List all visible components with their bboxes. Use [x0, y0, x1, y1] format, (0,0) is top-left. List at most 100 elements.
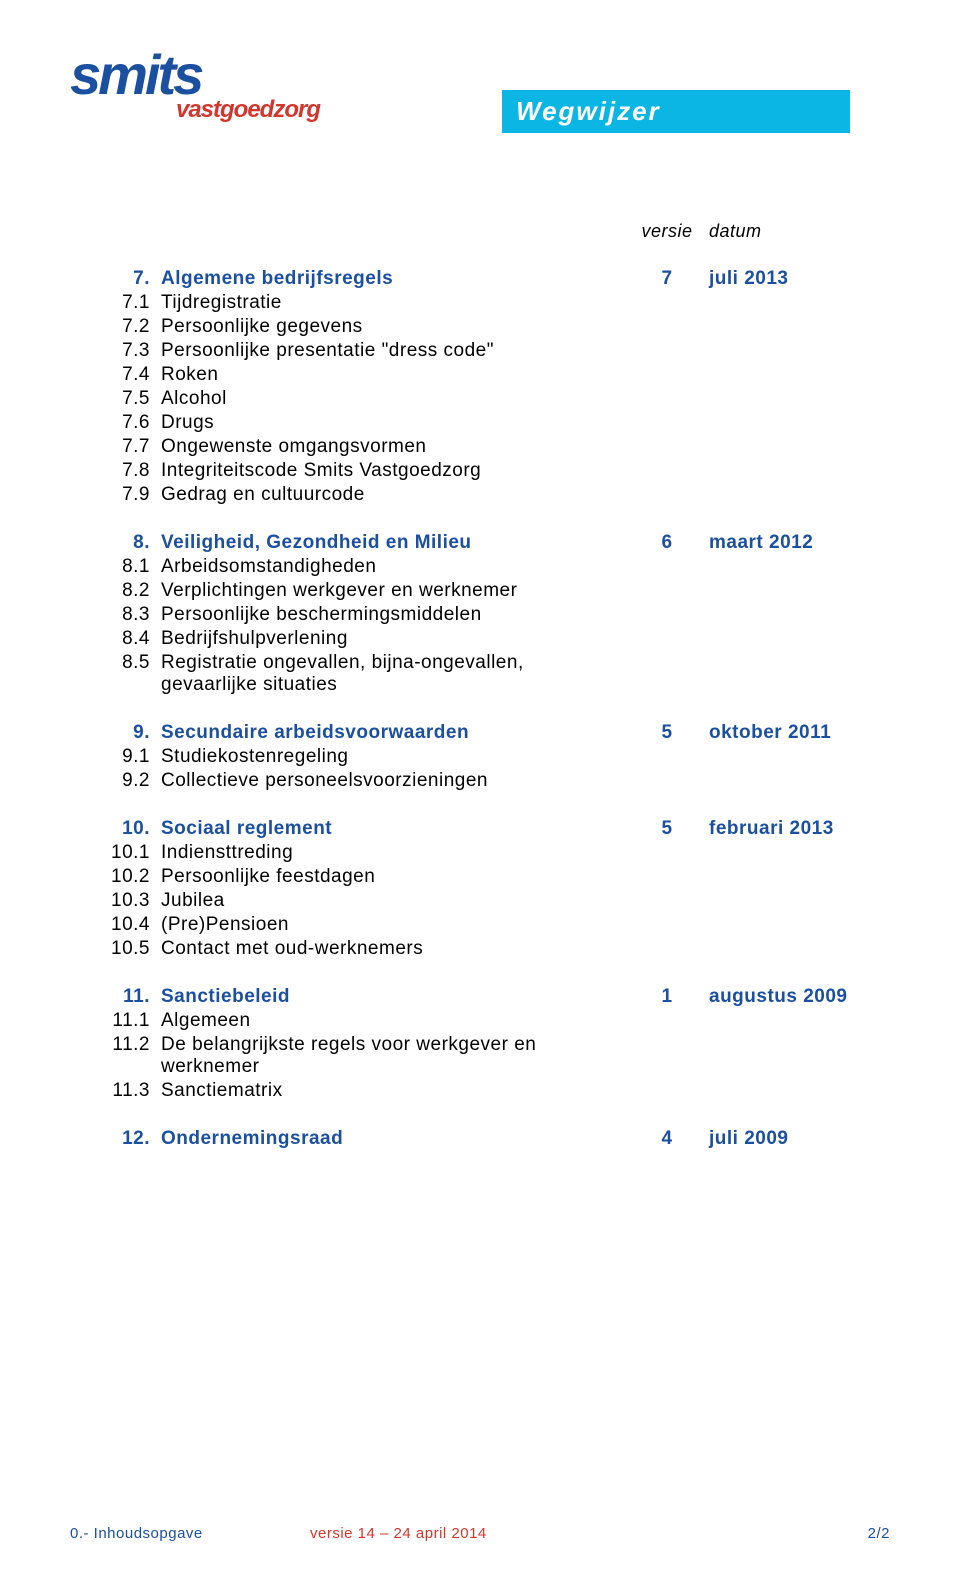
item-number: 7.7: [70, 435, 160, 459]
item-number: 7.9: [70, 483, 160, 507]
toc-item: 8.4Bedrijfshulpverlening: [70, 627, 890, 651]
toc-item: 9.1Studiekostenregeling: [70, 745, 890, 769]
toc-section: 12.Ondernemingsraad4juli 2009: [70, 1127, 890, 1151]
item-number: 7.6: [70, 411, 160, 435]
item-text: Collectieve personeelsvoorzieningen: [160, 769, 626, 793]
item-text: Bedrijfshulpverlening: [160, 627, 626, 651]
section-number: 7.: [70, 267, 160, 291]
item-number: 7.4: [70, 363, 160, 387]
toc-item: 7.5Alcohol: [70, 387, 890, 411]
toc-item: 7.3Persoonlijke presentatie "dress code": [70, 339, 890, 363]
item-number: 11.1: [70, 1009, 160, 1033]
toc-item: 11.3Sanctiematrix: [70, 1079, 890, 1103]
toc-header: versiedatum: [70, 220, 890, 243]
toc-section: 8.Veiligheid, Gezondheid en Milieu6maart…: [70, 531, 890, 555]
item-number: 9.2: [70, 769, 160, 793]
toc-item: 7.2Persoonlijke gegevens: [70, 315, 890, 339]
col-versie: versie: [626, 220, 708, 243]
section-datum: juli 2009: [708, 1127, 890, 1151]
toc-table: versiedatum7.Algemene bedrijfsregels7jul…: [70, 220, 890, 1175]
toc-item: 9.2Collectieve personeelsvoorzieningen: [70, 769, 890, 793]
footer-left: 0.- Inhoudsopgave: [70, 1525, 310, 1542]
section-number: 12.: [70, 1127, 160, 1151]
toc-item: 7.1Tijdregistratie: [70, 291, 890, 315]
brand-logo: smits vastgoedzorg: [70, 50, 330, 124]
toc-section: 9.Secundaire arbeidsvoorwaarden5oktober …: [70, 721, 890, 745]
toc-section: 10.Sociaal reglement5februari 2013: [70, 817, 890, 841]
item-text: Sanctiematrix: [160, 1079, 626, 1103]
item-number: 8.5: [70, 651, 160, 697]
item-text: Jubilea: [160, 889, 626, 913]
toc-item: 10.5Contact met oud-werknemers: [70, 937, 890, 961]
item-text: Arbeidsomstandigheden: [160, 555, 626, 579]
page-footer: 0.- Inhoudsopgave versie 14 – 24 april 2…: [70, 1525, 890, 1542]
section-datum: oktober 2011: [708, 721, 890, 745]
item-text: Gedrag en cultuurcode: [160, 483, 626, 507]
section-number: 8.: [70, 531, 160, 555]
toc-item: 8.5Registratie ongevallen, bijna-ongeval…: [70, 651, 890, 697]
item-text: Registratie ongevallen, bijna-ongevallen…: [160, 651, 626, 697]
item-number: 8.2: [70, 579, 160, 603]
section-title: Veiligheid, Gezondheid en Milieu: [160, 531, 626, 555]
section-datum: maart 2012: [708, 531, 890, 555]
item-number: 7.3: [70, 339, 160, 363]
item-number: 7.1: [70, 291, 160, 315]
footer-center: versie 14 – 24 april 2014: [310, 1525, 830, 1542]
toc-item: 7.6Drugs: [70, 411, 890, 435]
toc-item: 11.1Algemeen: [70, 1009, 890, 1033]
toc-item: 7.8Integriteitscode Smits Vastgoedzorg: [70, 459, 890, 483]
toc-item: 10.3Jubilea: [70, 889, 890, 913]
footer-right: 2/2: [830, 1525, 890, 1542]
item-text: Ongewenste omgangsvormen: [160, 435, 626, 459]
section-versie: 5: [626, 817, 708, 841]
item-number: 7.8: [70, 459, 160, 483]
toc-item: 8.2Verplichtingen werkgever en werknemer: [70, 579, 890, 603]
section-versie: 7: [626, 267, 708, 291]
section-title: Sociaal reglement: [160, 817, 626, 841]
item-number: 7.2: [70, 315, 160, 339]
item-text: Persoonlijke beschermingsmiddelen: [160, 603, 626, 627]
toc-item: 7.4Roken: [70, 363, 890, 387]
toc-item: 11.2De belangrijkste regels voor werkgev…: [70, 1033, 890, 1079]
section-datum: februari 2013: [708, 817, 890, 841]
item-number: 8.3: [70, 603, 160, 627]
item-text: Contact met oud-werknemers: [160, 937, 626, 961]
item-number: 8.4: [70, 627, 160, 651]
item-number: 7.5: [70, 387, 160, 411]
section-number: 9.: [70, 721, 160, 745]
section-number: 11.: [70, 985, 160, 1009]
item-text: Tijdregistratie: [160, 291, 626, 315]
item-text: (Pre)Pensioen: [160, 913, 626, 937]
item-number: 10.5: [70, 937, 160, 961]
item-number: 10.1: [70, 841, 160, 865]
section-versie: 6: [626, 531, 708, 555]
toc-item: 8.1Arbeidsomstandigheden: [70, 555, 890, 579]
item-text: Integriteitscode Smits Vastgoedzorg: [160, 459, 626, 483]
item-text: Algemeen: [160, 1009, 626, 1033]
toc-item: 7.7Ongewenste omgangsvormen: [70, 435, 890, 459]
section-datum: juli 2013: [708, 267, 890, 291]
item-text: Roken: [160, 363, 626, 387]
toc-item: 7.9Gedrag en cultuurcode: [70, 483, 890, 507]
item-number: 10.4: [70, 913, 160, 937]
section-number: 10.: [70, 817, 160, 841]
item-text: De belangrijkste regels voor werkgever e…: [160, 1033, 626, 1079]
item-text: Indiensttreding: [160, 841, 626, 865]
item-number: 8.1: [70, 555, 160, 579]
toc-item: 10.4(Pre)Pensioen: [70, 913, 890, 937]
logo-main: smits: [70, 50, 330, 100]
toc-item: 10.2Persoonlijke feestdagen: [70, 865, 890, 889]
item-text: Persoonlijke gegevens: [160, 315, 626, 339]
item-text: Persoonlijke feestdagen: [160, 865, 626, 889]
page-title: Wegwijzer: [502, 90, 850, 133]
section-datum: augustus 2009: [708, 985, 890, 1009]
section-versie: 4: [626, 1127, 708, 1151]
item-text: Drugs: [160, 411, 626, 435]
item-text: Verplichtingen werkgever en werknemer: [160, 579, 626, 603]
toc-item: 10.1Indiensttreding: [70, 841, 890, 865]
item-number: 10.3: [70, 889, 160, 913]
col-datum: datum: [708, 220, 890, 243]
toc-section: 11.Sanctiebeleid1augustus 2009: [70, 985, 890, 1009]
section-versie: 5: [626, 721, 708, 745]
item-number: 9.1: [70, 745, 160, 769]
